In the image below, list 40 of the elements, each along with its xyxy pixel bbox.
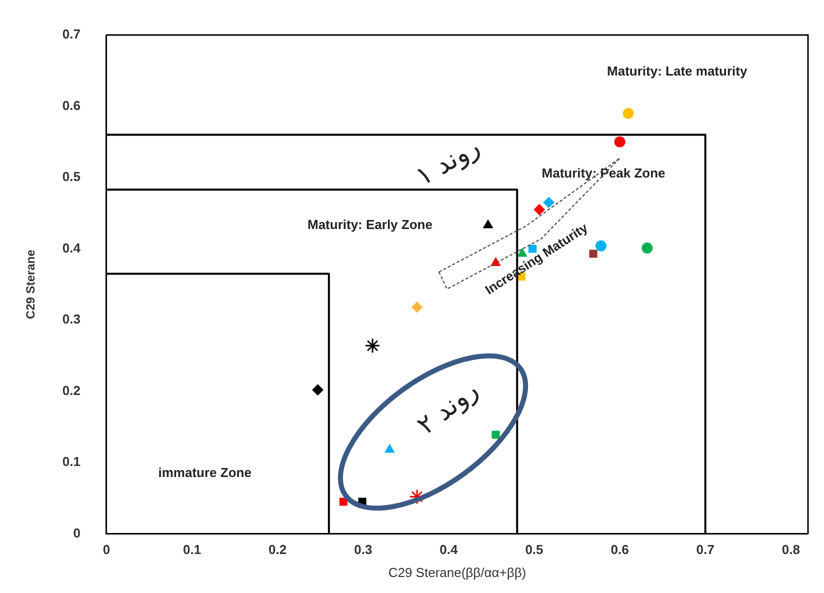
point (595, 240, 606, 252)
point (642, 242, 653, 254)
y-tick-label: 0.7 (62, 26, 80, 42)
annotation: روند ۲ (412, 375, 484, 441)
y-tick-label: 0.5 (62, 169, 80, 184)
x-tick-label: 0.4 (440, 542, 458, 558)
y-tick-label: 0.6 (62, 98, 80, 113)
annotation: immature Zone (158, 464, 252, 480)
annotation: روند ۱ (411, 132, 486, 192)
point (589, 250, 598, 258)
x-tick-label: 0 (102, 542, 110, 558)
y-tick-label: 0 (73, 525, 80, 540)
point (412, 302, 423, 313)
y-tick-label: 0.4 (62, 240, 82, 256)
x-tick-label: 0.8 (782, 542, 800, 558)
x-tick-label: 0.3 (354, 542, 372, 558)
point (622, 108, 634, 119)
y-tick-label: 0.3 (62, 312, 80, 327)
annotation: Maturity: Early Zone (307, 216, 432, 232)
x-tick-label: 0.1 (182, 542, 202, 558)
point (483, 220, 493, 228)
point (364, 338, 380, 354)
point (614, 136, 626, 148)
y-tick-label: 0.2 (62, 382, 80, 398)
x-tick-label: 0.2 (268, 542, 287, 558)
point (312, 384, 324, 396)
x-tick-label: 0.6 (610, 542, 629, 558)
y-tick-label: 0.1 (62, 454, 80, 470)
annotation: Maturity: Peak Zone (542, 166, 666, 181)
point (534, 204, 545, 216)
annotation: Maturity: Late maturity (607, 64, 748, 79)
x-tick-label: 0.5 (525, 542, 544, 558)
x-tick-label: 0.7 (696, 542, 714, 558)
point (543, 196, 554, 208)
point (339, 498, 348, 506)
y-axis-title: C29 Sterane (24, 249, 38, 320)
x-axis-title: C29 Sterane(ββ/αα+ββ) (388, 564, 526, 580)
point (492, 430, 500, 439)
point (384, 444, 394, 453)
point (528, 244, 537, 253)
